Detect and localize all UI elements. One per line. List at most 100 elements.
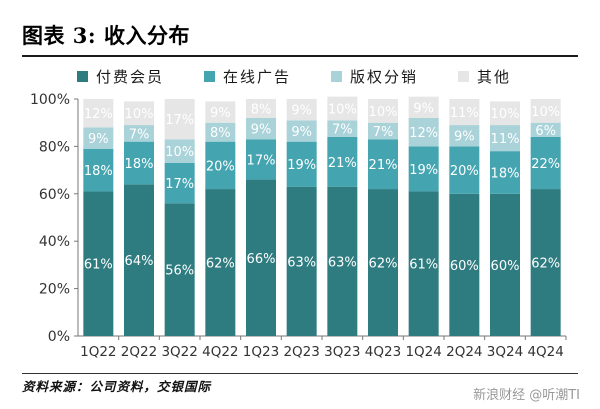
data-label: 9% <box>291 125 312 140</box>
data-label: 11% <box>491 132 520 147</box>
watermark: 新浪财经 @听潮TI <box>473 388 580 403</box>
bar-segment <box>246 139 276 180</box>
y-tick-label: 20% <box>39 282 70 298</box>
bar-segment <box>490 101 520 126</box>
bar-segment <box>83 99 114 128</box>
bar-segment <box>490 151 520 194</box>
data-label: 9% <box>210 106 231 121</box>
legend-swatch <box>458 70 470 82</box>
data-label: 7% <box>332 123 353 138</box>
data-label: 20% <box>206 159 235 174</box>
bar-segment <box>246 179 276 336</box>
bar-segment <box>368 122 398 140</box>
bar-segment <box>124 101 154 126</box>
bar-segment <box>205 141 236 190</box>
data-label: 21% <box>328 156 357 171</box>
bar-segment <box>327 136 358 187</box>
data-label: 12% <box>84 107 113 122</box>
data-label: 63% <box>287 255 316 270</box>
title-divider <box>22 55 578 57</box>
legend-label: 版权分销 <box>350 67 419 86</box>
bar-segment <box>530 136 561 190</box>
data-label: 60% <box>450 259 479 274</box>
bar-segment <box>205 189 236 336</box>
bar-segment <box>83 148 114 192</box>
chart-legend: 付费会员 在线广告 版权分销 其他 <box>77 66 511 87</box>
bar-segment <box>530 189 561 336</box>
bar-segment <box>327 120 358 137</box>
bar-segment <box>408 191 439 336</box>
data-label: 17% <box>165 177 194 192</box>
data-label: 18% <box>84 164 113 179</box>
data-label: 18% <box>125 157 154 172</box>
x-tick-label: 4Q24 <box>527 344 563 360</box>
data-label: 62% <box>531 257 560 272</box>
y-tick-label: 80% <box>39 139 70 155</box>
y-tick-label: 40% <box>39 234 70 250</box>
bar-segment <box>164 139 195 163</box>
data-label: 9% <box>413 101 434 116</box>
x-tick-label: 2Q24 <box>446 344 482 360</box>
bar-segment <box>490 125 520 152</box>
bar-segment <box>368 139 398 190</box>
data-label: 6% <box>535 124 556 139</box>
data-label: 17% <box>165 113 194 128</box>
x-tick-label: 2Q22 <box>121 344 157 360</box>
data-label: 64% <box>125 254 154 269</box>
data-label: 7% <box>129 127 150 142</box>
bar-segment <box>286 141 317 187</box>
source-note: 资料来源：公司资料，交银国际 <box>22 379 212 394</box>
data-label: 56% <box>165 264 194 279</box>
bar-segment <box>327 96 358 121</box>
x-tick-label: 2Q23 <box>283 344 319 360</box>
data-label: 66% <box>247 252 276 267</box>
bar-segment <box>83 191 114 336</box>
x-tick-label: 3Q22 <box>161 344 197 360</box>
data-label: 9% <box>291 104 312 119</box>
legend-item: 其他 <box>458 66 511 87</box>
data-label: 22% <box>531 157 560 172</box>
bar-segment <box>83 127 114 149</box>
y-tick-label: 0% <box>48 329 70 345</box>
legend-swatch <box>77 70 88 82</box>
bar-segment <box>490 193 520 336</box>
bar-segment <box>449 146 480 194</box>
bar-segment <box>449 125 480 147</box>
x-tick-label: 3Q24 <box>487 344 523 360</box>
data-label: 63% <box>328 255 357 270</box>
bar-segment <box>205 122 236 142</box>
data-label: 61% <box>409 258 438 273</box>
bar-segment <box>246 117 276 140</box>
data-label: 10% <box>369 105 398 120</box>
bar-segment <box>286 120 317 142</box>
bar-segment <box>164 162 195 204</box>
legend-swatch <box>204 70 216 82</box>
data-label: 10% <box>531 105 560 120</box>
y-tick-label: 60% <box>39 187 70 203</box>
bar-segment <box>449 193 480 336</box>
bar-segment <box>246 99 276 118</box>
data-label: 10% <box>125 107 154 122</box>
bar-segment <box>408 117 439 147</box>
data-label: 61% <box>84 258 113 273</box>
bar-segment <box>530 99 561 123</box>
y-tick-label: 100% <box>30 92 70 108</box>
legend-item: 在线广告 <box>204 66 291 87</box>
legend-label: 付费会员 <box>96 67 165 86</box>
legend-swatch <box>331 70 343 82</box>
bar-segment <box>205 101 236 123</box>
data-label: 11% <box>450 106 479 121</box>
data-label: 17% <box>247 153 276 168</box>
bar-segment <box>124 184 154 336</box>
data-label: 8% <box>251 102 272 117</box>
data-label: 62% <box>369 257 398 272</box>
bar-segment <box>286 186 317 336</box>
bar-segment <box>327 186 358 336</box>
x-tick-label: 1Q23 <box>243 344 279 360</box>
x-tick-label: 1Q22 <box>80 344 116 360</box>
legend-label: 在线广告 <box>223 67 292 86</box>
legend-item: 付费会员 <box>77 66 164 87</box>
data-label: 62% <box>206 257 235 272</box>
data-label: 19% <box>409 163 438 178</box>
data-label: 7% <box>373 125 394 140</box>
